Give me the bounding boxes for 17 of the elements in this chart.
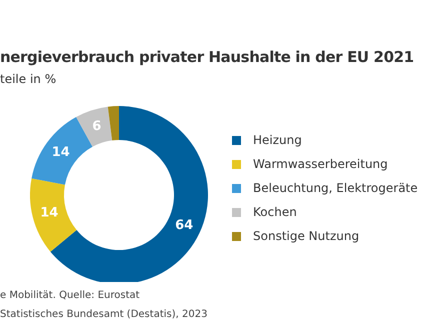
data-label: 14 xyxy=(52,145,70,160)
chart-subtitle: teile in % xyxy=(0,72,56,86)
donut-slice xyxy=(108,106,119,140)
data-label: 6 xyxy=(92,119,102,134)
donut-slice xyxy=(76,106,112,147)
legend-label: Kochen xyxy=(253,205,297,219)
legend-label: Warmwasserbereitung xyxy=(253,157,388,171)
legend-label: Sonstige Nutzung xyxy=(253,229,360,243)
legend-label: Beleuchtung, Elektrogeräte xyxy=(253,181,418,195)
data-label: 64 xyxy=(175,218,194,234)
legend-label: Heizung xyxy=(253,133,302,147)
chart-title: nergieverbrauch privater Haushalte in der EU 2021 xyxy=(0,48,414,66)
text: Statistisches Bundesamt (Destatis), 2023 xyxy=(0,309,208,320)
donut-slice xyxy=(32,117,93,185)
data-label: 14 xyxy=(40,205,58,220)
text: e Mobilität. Quelle: Eurostat xyxy=(0,290,140,301)
donut-slice xyxy=(30,178,77,252)
